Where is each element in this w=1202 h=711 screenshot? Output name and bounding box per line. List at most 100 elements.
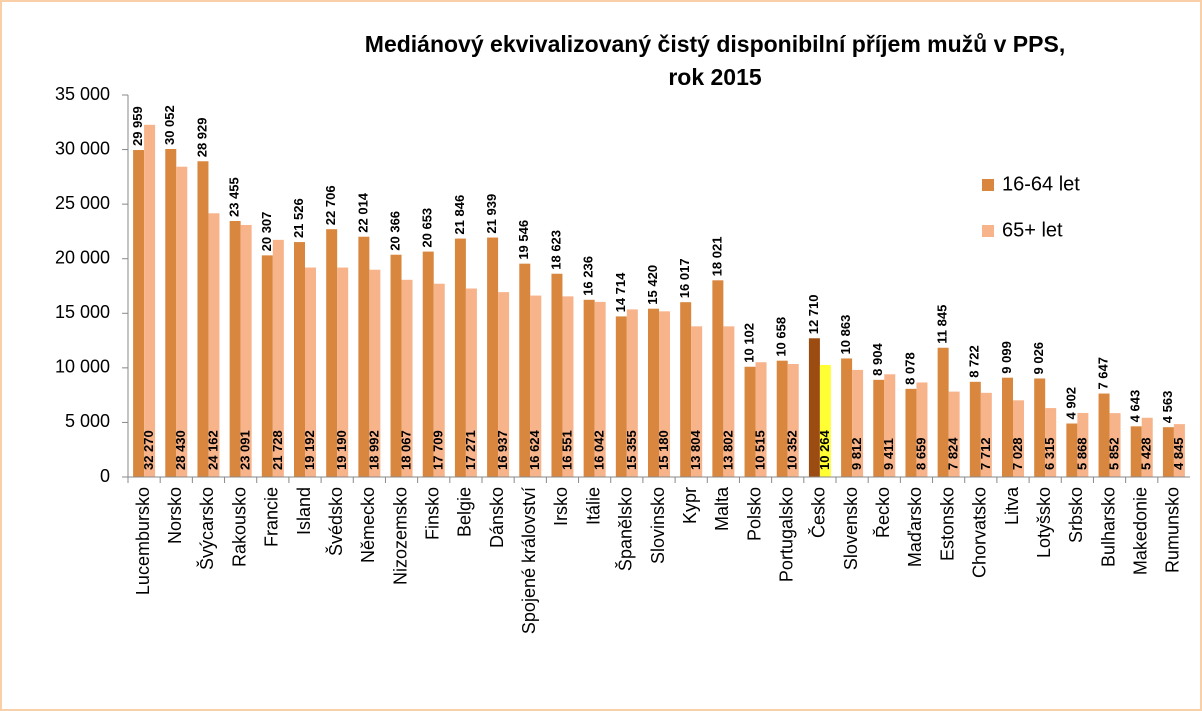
x-tick-label: Slovinsko <box>648 487 668 564</box>
bar <box>1002 377 1013 477</box>
value-label: 28 929 <box>194 117 209 157</box>
bar <box>905 388 917 477</box>
value-label: 20 653 <box>420 208 435 248</box>
value-label: 18 067 <box>398 430 413 470</box>
y-tick-label: 30 000 <box>55 138 110 158</box>
bar <box>369 269 381 477</box>
value-label: 7 647 <box>1095 357 1110 390</box>
bar <box>240 224 252 477</box>
y-tick-label: 5 000 <box>65 411 110 431</box>
bar <box>1045 408 1057 477</box>
value-label: 11 845 <box>935 305 950 344</box>
value-label: 20 307 <box>259 212 274 252</box>
bar <box>659 311 670 477</box>
value-label: 18 992 <box>366 430 381 470</box>
y-tick-label: 20 000 <box>55 247 110 267</box>
value-label: 15 355 <box>624 430 639 470</box>
value-label: 8 659 <box>913 437 928 470</box>
value-label: 30 052 <box>162 105 177 145</box>
value-label: 10 658 <box>774 317 789 357</box>
x-tick-label: Island <box>294 487 314 535</box>
bar <box>948 391 960 477</box>
value-label: 14 714 <box>613 272 628 313</box>
x-tick-label: Norsko <box>165 487 185 544</box>
bar <box>358 236 370 477</box>
bar <box>1077 412 1089 477</box>
value-label: 19 192 <box>302 430 317 470</box>
bar <box>422 251 434 477</box>
y-tick-label: 35 000 <box>55 84 110 104</box>
bar <box>1066 423 1078 477</box>
value-label: 20 366 <box>387 211 402 251</box>
bar <box>1130 426 1142 477</box>
value-label: 28 430 <box>173 430 188 470</box>
value-label: 18 623 <box>548 230 563 270</box>
bar <box>712 280 724 477</box>
bar <box>841 358 853 477</box>
x-tick-label: Lotyšsko <box>1034 487 1054 558</box>
x-tick-label: Rumunsko <box>1163 487 1183 573</box>
bar <box>454 238 466 477</box>
value-label: 9 411 <box>881 438 896 470</box>
value-label: 9 099 <box>999 341 1014 374</box>
x-tick-label: Belgie <box>455 487 475 537</box>
bar <box>744 366 756 477</box>
bar <box>1162 427 1174 477</box>
x-tick-label: Polsko <box>744 487 764 541</box>
bar <box>229 221 241 477</box>
bar <box>165 149 177 477</box>
value-label: 10 352 <box>785 430 800 470</box>
bar <box>337 267 349 477</box>
x-tick-label: Maďarsko <box>905 487 925 567</box>
value-label: 17 271 <box>463 430 478 470</box>
value-label: 16 236 <box>581 256 596 296</box>
bar <box>787 364 799 477</box>
bar <box>197 161 209 478</box>
legend-swatch <box>982 225 994 237</box>
x-tick-label: Kypr <box>680 487 700 524</box>
bar <box>208 213 220 477</box>
bar <box>305 267 316 477</box>
bar <box>498 292 510 477</box>
legend-swatch <box>982 179 994 191</box>
value-label: 22 706 <box>323 185 338 225</box>
bar <box>980 392 992 477</box>
x-tick-label: Itálie <box>583 487 603 525</box>
bar <box>1173 424 1185 477</box>
bar <box>1109 413 1121 477</box>
bar <box>176 166 188 478</box>
value-label: 5 868 <box>1074 437 1089 470</box>
x-tick-label: Malta <box>712 486 732 531</box>
bar <box>551 273 563 477</box>
bar <box>808 338 820 477</box>
value-label: 22 014 <box>355 192 370 233</box>
bar <box>294 242 305 477</box>
x-tick-label: Švýcarsko <box>196 487 217 570</box>
value-label: 16 017 <box>677 258 692 298</box>
x-tick-label: Dánsko <box>487 487 507 548</box>
bar <box>465 288 477 477</box>
bar <box>648 308 659 477</box>
chart-title: Mediánový ekvivalizovaný čistý disponibi… <box>365 31 1065 57</box>
value-label: 19 546 <box>516 220 531 260</box>
value-label: 13 804 <box>688 429 703 470</box>
value-label: 10 863 <box>838 315 853 355</box>
legend-label: 16-64 let <box>1002 173 1080 195</box>
value-label: 21 939 <box>484 194 499 234</box>
bar <box>326 229 338 477</box>
x-tick-label: Nizozemsko <box>390 487 410 585</box>
x-tick-label: Portugalsko <box>776 487 796 582</box>
bar <box>776 360 788 477</box>
bar <box>261 255 273 477</box>
value-label: 9 026 <box>1031 342 1046 375</box>
chart-title: rok 2015 <box>668 64 762 90</box>
bar <box>519 263 531 477</box>
bar <box>1034 378 1046 477</box>
value-label: 16 551 <box>559 430 574 470</box>
bar <box>1098 393 1110 477</box>
value-label: 4 845 <box>1171 437 1186 470</box>
bar <box>487 237 499 477</box>
value-label: 5 428 <box>1139 437 1154 470</box>
bar <box>615 316 627 477</box>
bar <box>272 239 284 477</box>
